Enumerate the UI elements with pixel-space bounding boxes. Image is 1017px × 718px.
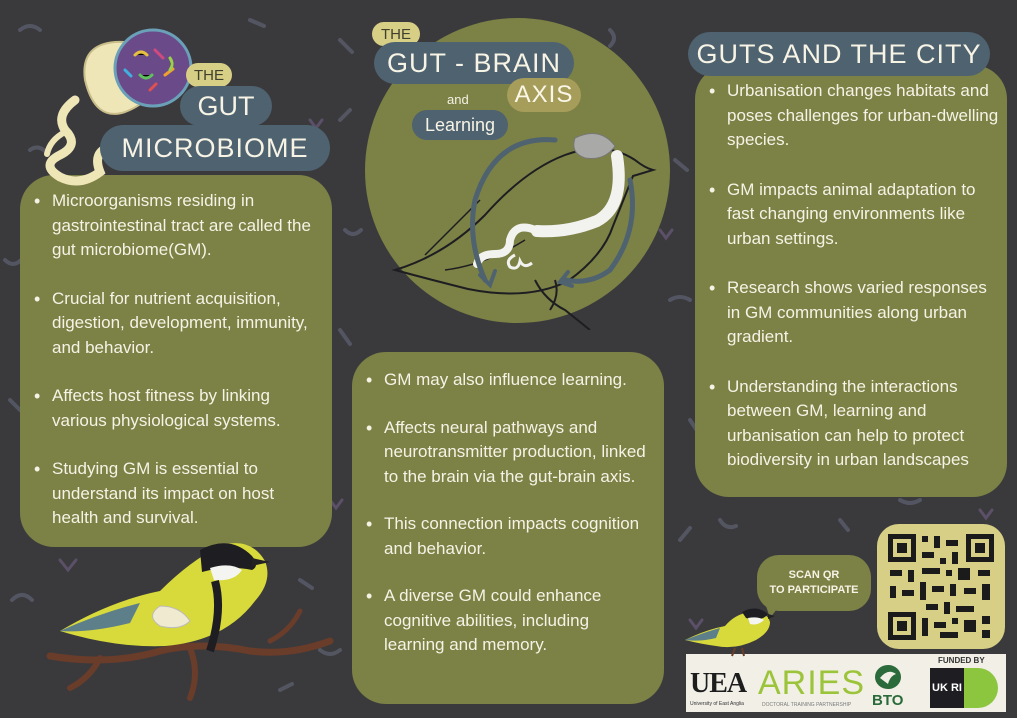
funded-by-label: FUNDED BY xyxy=(938,656,985,665)
list-item: Affects host fitness by linking various … xyxy=(26,384,320,433)
list-item: Crucial for nutrient acquisition, digest… xyxy=(26,287,320,361)
middle-title-main: GUT - BRAIN xyxy=(374,42,574,84)
list-item: GM may also influence learning. xyxy=(358,368,654,393)
guts-and-the-city-panel: Urbanisation changes habitats and poses … xyxy=(695,65,1007,497)
qr-code-frame[interactable] xyxy=(877,524,1005,649)
middle-title-learning: Learning xyxy=(412,110,508,140)
scan-qr-line2: TO PARTICIPATE xyxy=(769,584,859,596)
great-tit-illustration xyxy=(46,543,334,701)
list-item: Studying GM is essential to understand i… xyxy=(26,457,320,531)
list-item: Understanding the interactions between G… xyxy=(701,375,1001,473)
left-title-line1: GUT xyxy=(180,86,272,126)
list-item: Microorganisms residing in gastrointesti… xyxy=(26,189,320,263)
uea-logo: UEA xyxy=(690,668,747,699)
scan-qr-line1: SCAN QR xyxy=(788,569,840,581)
ukri-logo: UK RI xyxy=(930,668,964,708)
bird-gut-brain-illustration xyxy=(391,133,657,330)
middle-title-axis: AXIS xyxy=(507,78,581,112)
left-title-small: THE xyxy=(186,63,232,87)
callout-tail xyxy=(764,600,784,618)
middle-title-and: and xyxy=(447,92,469,107)
bto-logo: BTO xyxy=(872,692,904,709)
list-item: Research shows varied responses in GM co… xyxy=(701,276,1001,350)
qr-code-icon[interactable] xyxy=(886,532,996,642)
aries-subtitle: DOCTORAL TRAINING PARTNERSHIP xyxy=(762,702,852,708)
left-title-line2: MICROBIOME xyxy=(100,125,330,171)
list-item: Urbanisation changes habitats and poses … xyxy=(701,79,1001,153)
funders-logo-strip: UEA University of East Anglia ARIES DOCT… xyxy=(686,654,1006,712)
uea-subtitle: University of East Anglia xyxy=(690,701,744,707)
list-item: GM impacts animal adaptation to fast cha… xyxy=(701,178,1001,252)
list-item: Affects neural pathways and neurotransmi… xyxy=(358,416,654,490)
gut-microbiome-panel: Microorganisms residing in gastrointesti… xyxy=(20,175,332,547)
gut-brain-axis-panel: GM may also influence learning. Affects … xyxy=(352,352,664,704)
gut-illustration xyxy=(44,28,193,186)
small-bird-icon xyxy=(685,608,775,657)
list-item: A diverse GM could enhance cognitive abi… xyxy=(358,584,654,658)
bto-bird-icon xyxy=(875,665,901,689)
list-item: This connection impacts cognition and be… xyxy=(358,512,654,561)
right-title: GUTS AND THE CITY xyxy=(688,32,990,76)
aries-logo: ARIES xyxy=(758,664,866,702)
